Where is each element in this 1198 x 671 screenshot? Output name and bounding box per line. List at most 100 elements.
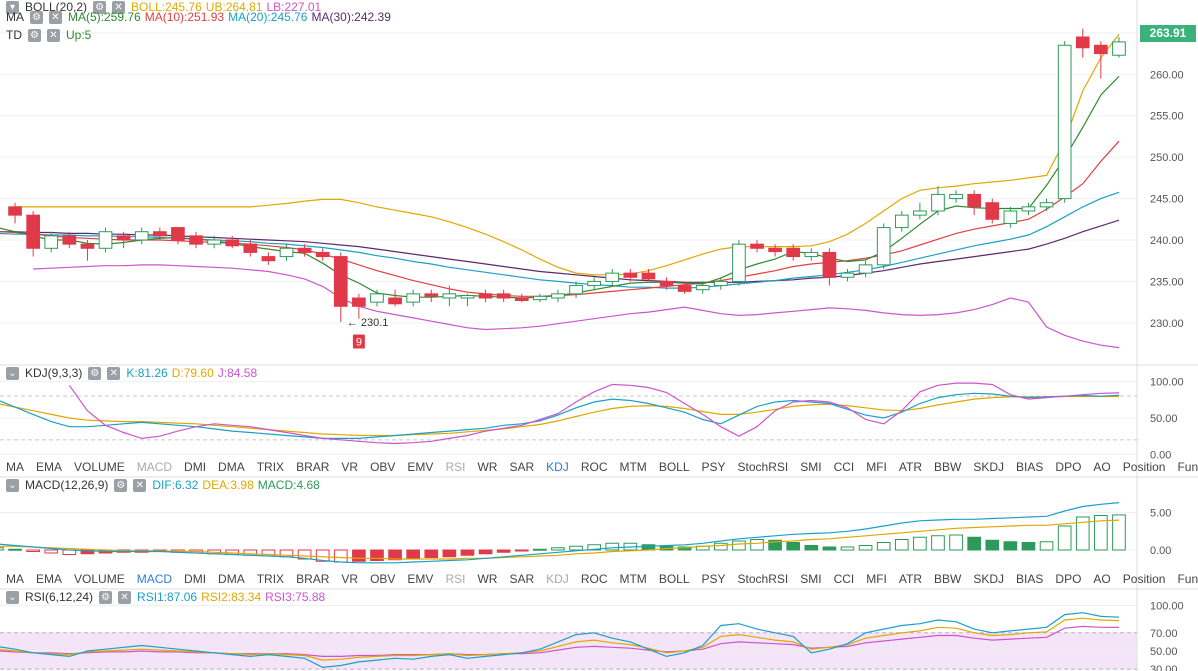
tab-brar[interactable]: BRAR	[296, 460, 330, 474]
kdj-j-line	[68, 382, 1120, 445]
tab-stochrsi[interactable]: StochRSI	[737, 460, 789, 474]
settings-gear-icon[interactable]: ⚙	[30, 10, 43, 24]
dea-value: DEA:3.98	[202, 478, 254, 492]
candle-body	[786, 247, 801, 258]
tab-smi[interactable]: SMI	[800, 572, 822, 586]
tab-bias[interactable]: BIAS	[1016, 572, 1044, 586]
tab-psy[interactable]: PSY	[701, 460, 726, 474]
tab-vr[interactable]: VR	[341, 460, 359, 474]
tab-stochrsi[interactable]: StochRSI	[737, 572, 789, 586]
tab-emv[interactable]: EMV	[407, 460, 434, 474]
tab-trix[interactable]: TRIX	[256, 572, 285, 586]
close-icon[interactable]: ✕	[133, 478, 147, 492]
tab-skdj[interactable]: SKDJ	[973, 460, 1005, 474]
tab-ao[interactable]: AO	[1093, 460, 1111, 474]
tab-obv[interactable]: OBV	[370, 460, 396, 474]
candle-body	[333, 256, 348, 307]
tab-boll[interactable]: BOLL	[658, 572, 690, 586]
tab-brar[interactable]: BRAR	[296, 572, 330, 586]
tab-bbw[interactable]: BBW	[934, 460, 962, 474]
candle-body	[913, 210, 927, 216]
tab-dpo[interactable]: DPO	[1055, 460, 1082, 474]
tab-macd[interactable]: MACD	[136, 460, 173, 474]
tab-emv[interactable]: EMV	[407, 572, 434, 586]
macd-histogram-bar	[496, 549, 511, 553]
tab-ma[interactable]: MA	[6, 572, 24, 586]
close-icon[interactable]: ✕	[49, 10, 62, 24]
macd-name: MACD(12,26,9)	[25, 478, 109, 492]
candle-body	[62, 235, 77, 245]
settings-gear-icon[interactable]: ⚙	[88, 366, 102, 380]
collapse-icon[interactable]: ⌄	[6, 478, 19, 492]
tab-sar[interactable]: SAR	[509, 460, 535, 474]
tab-rsi[interactable]: RSI	[445, 572, 466, 586]
collapse-icon[interactable]: ▾	[6, 0, 19, 14]
tab-cci[interactable]: CCI	[833, 460, 855, 474]
tab-trix[interactable]: TRIX	[256, 460, 285, 474]
settings-gear-icon[interactable]: ⚙	[93, 0, 107, 14]
tab-dma[interactable]: DMA	[218, 572, 245, 586]
candle-body	[876, 227, 891, 266]
tab-ma[interactable]: MA	[6, 460, 24, 474]
y-tick-label: 100.00	[1150, 377, 1184, 389]
tab-cci[interactable]: CCI	[833, 572, 855, 586]
macd-histogram-bar	[514, 549, 529, 552]
settings-gear-icon[interactable]: ⚙	[99, 590, 113, 604]
macd-histogram-bar	[297, 549, 312, 560]
tab-position[interactable]: Position	[1122, 572, 1166, 586]
tab-mfi[interactable]: MFI	[866, 572, 887, 586]
tab-skdj[interactable]: SKDJ	[973, 572, 1005, 586]
settings-gear-icon[interactable]: ⚙	[114, 478, 128, 492]
tab-obv[interactable]: OBV	[370, 572, 396, 586]
tab-mtm[interactable]: MTM	[619, 460, 647, 474]
tab-kdj[interactable]: KDJ	[546, 460, 569, 474]
close-icon[interactable]: ✕	[107, 366, 121, 380]
tab-ema[interactable]: EMA	[36, 460, 63, 474]
tab-volume[interactable]: VOLUME	[74, 572, 125, 586]
tab-ao[interactable]: AO	[1093, 572, 1111, 586]
candle-body	[1057, 44, 1072, 200]
tab-roc[interactable]: ROC	[580, 460, 608, 474]
tab-dmi[interactable]: DMI	[184, 460, 207, 474]
collapse-icon[interactable]: ⌄	[6, 590, 19, 604]
tab-atr[interactable]: ATR	[898, 460, 923, 474]
tab-macd[interactable]: MACD	[136, 572, 173, 586]
tab-sar[interactable]: SAR	[509, 572, 535, 586]
tab-bbw[interactable]: BBW	[934, 572, 962, 586]
tab-vr[interactable]: VR	[341, 572, 359, 586]
collapse-icon[interactable]: ⌄	[6, 366, 19, 380]
tab-boll[interactable]: BOLL	[658, 460, 690, 474]
candle-body	[551, 293, 565, 299]
tab-wr[interactable]: WR	[477, 460, 498, 474]
tab-rsi[interactable]: RSI	[445, 460, 466, 474]
close-icon[interactable]: ✕	[112, 0, 126, 14]
tab-volume[interactable]: VOLUME	[74, 460, 125, 474]
tab-atr[interactable]: ATR	[898, 572, 923, 586]
tab-smi[interactable]: SMI	[800, 460, 822, 474]
tab-dma[interactable]: DMA	[218, 460, 245, 474]
tab-kdj[interactable]: KDJ	[546, 572, 569, 586]
tab-position[interactable]: Position	[1122, 460, 1166, 474]
tab-mfi[interactable]: MFI	[866, 460, 887, 474]
candle-body	[225, 239, 240, 247]
settings-gear-icon[interactable]: ⚙	[28, 28, 41, 42]
candle-body	[134, 231, 149, 241]
td-name: TD	[6, 28, 22, 42]
candle-body	[297, 247, 312, 253]
tab-dpo[interactable]: DPO	[1055, 572, 1082, 586]
close-icon[interactable]: ✕	[47, 28, 60, 42]
candle-body	[732, 243, 746, 282]
tab-fundflow[interactable]: Fundflow	[1177, 460, 1198, 474]
close-icon[interactable]: ✕	[118, 590, 132, 604]
tab-psy[interactable]: PSY	[701, 572, 726, 586]
indicator-tabs-1: MA EMA VOLUME MACD DMI DMA TRIX BRAR VR OBV EMV RSI…	[0, 456, 1198, 478]
tab-ema[interactable]: EMA	[36, 572, 63, 586]
tab-bias[interactable]: BIAS	[1016, 460, 1044, 474]
tab-mtm[interactable]: MTM	[619, 572, 647, 586]
macd-histogram-bar	[768, 539, 782, 551]
candle-body	[1039, 202, 1054, 208]
tab-dmi[interactable]: DMI	[184, 572, 207, 586]
tab-fundflow[interactable]: Fundflow	[1177, 572, 1198, 586]
tab-roc[interactable]: ROC	[580, 572, 608, 586]
tab-wr[interactable]: WR	[477, 572, 498, 586]
